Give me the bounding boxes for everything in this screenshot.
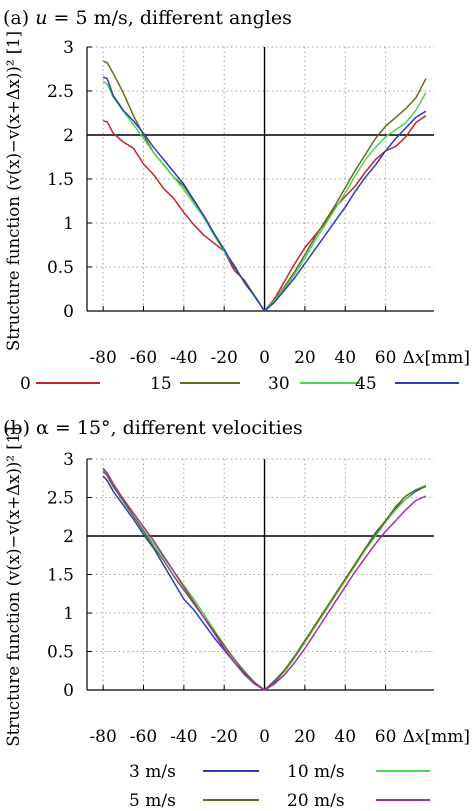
chart-title: (a) u = 5 m/s, different angles xyxy=(3,7,292,29)
x-tick-label: 60 xyxy=(375,348,397,368)
legend-label: 15 xyxy=(150,374,172,394)
x-axis-label-part: Δ xyxy=(403,348,415,368)
y-tick-label: 2 xyxy=(63,126,74,146)
x-tick-label: 0 xyxy=(259,727,270,747)
x-tick-label: -40 xyxy=(170,727,197,747)
y-tick-label: 3 xyxy=(63,450,74,470)
y-tick-label: 0 xyxy=(63,302,74,322)
x-tick-label: -80 xyxy=(89,348,116,368)
x-axis-label-part: Δ xyxy=(403,727,415,747)
y-tick-label: 0 xyxy=(63,681,74,701)
x-tick-label: -60 xyxy=(130,348,157,368)
x-tick-label: 0 xyxy=(259,348,270,368)
y-axis-label: Structure function (v(x)−v(x+Δx))² [1] xyxy=(4,426,23,746)
legend-label: 45 xyxy=(355,374,377,394)
x-tick-label: -40 xyxy=(170,348,197,368)
y-tick-label: 2.5 xyxy=(47,82,74,102)
x-tick-label: -80 xyxy=(89,727,116,747)
chart-title-part: = 5 m/s, different angles xyxy=(47,7,291,29)
legend-label: 20 m/s xyxy=(287,791,345,811)
y-tick-label: 1.5 xyxy=(47,170,74,190)
legend-label: 0 xyxy=(20,374,31,394)
x-tick-label: 40 xyxy=(334,348,356,368)
x-tick-label: 20 xyxy=(294,348,316,368)
y-tick-label: 3 xyxy=(63,38,74,58)
x-axis-label-part: [mm] xyxy=(424,348,470,368)
chart-title-part: u xyxy=(35,7,47,29)
y-tick-label: 0.5 xyxy=(47,258,74,278)
y-tick-label: 1.5 xyxy=(47,566,74,586)
x-tick-label: -20 xyxy=(210,348,237,368)
legend-label: 10 m/s xyxy=(287,762,345,782)
x-tick-label: -20 xyxy=(210,727,237,747)
chart-panel-b: (b) α = 15°, different velocitiesStructu… xyxy=(3,417,470,811)
x-tick-label: -60 xyxy=(130,727,157,747)
y-tick-label: 1 xyxy=(63,604,74,624)
y-tick-label: 1 xyxy=(63,214,74,234)
x-axis-label-part: x xyxy=(415,727,425,747)
y-tick-label: 0.5 xyxy=(47,643,74,663)
y-tick-label: 2.5 xyxy=(47,489,74,509)
x-axis-label: Δx[mm] xyxy=(403,727,470,747)
legend-label: 5 m/s xyxy=(129,791,176,811)
x-tick-label: 40 xyxy=(334,727,356,747)
chart-title-part: (a) xyxy=(3,7,35,29)
y-tick-label: 2 xyxy=(63,527,74,547)
chart-title-part: (b) α = 15°, different velocities xyxy=(3,417,303,439)
x-axis-label-part: [mm] xyxy=(424,727,470,747)
chart-title: (b) α = 15°, different velocities xyxy=(3,417,303,439)
x-tick-label: 20 xyxy=(294,727,316,747)
legend-label: 3 m/s xyxy=(129,762,176,782)
x-tick-label: 60 xyxy=(375,727,397,747)
legend-label: 30 xyxy=(268,374,290,394)
chart-panel-a: (a) u = 5 m/s, different angles Structure… xyxy=(3,7,470,394)
y-axis-label: Structure function (v(x)−v(x+Δx))² [1] xyxy=(4,31,23,351)
x-axis-label: Δx[mm] xyxy=(403,348,470,368)
x-axis-label-part: x xyxy=(415,348,425,368)
